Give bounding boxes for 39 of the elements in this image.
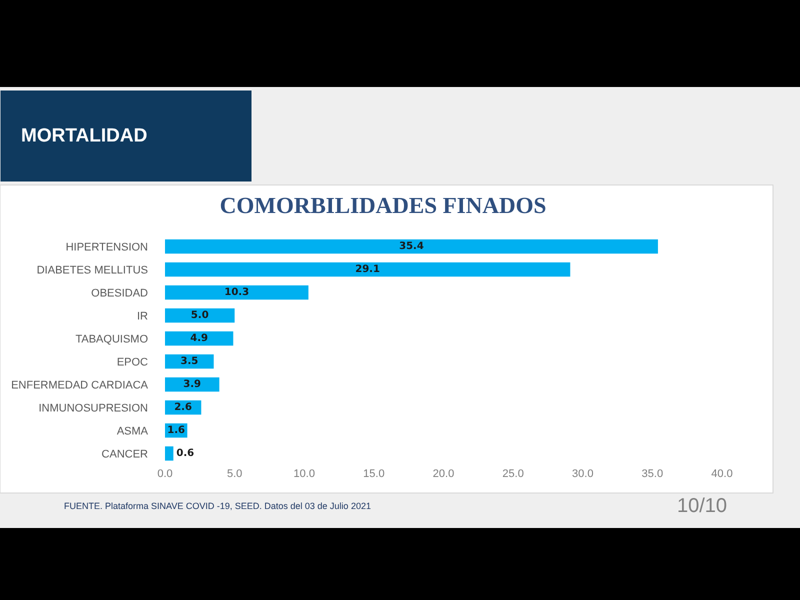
data-label: 3.5 <box>180 356 198 367</box>
x-tick-label: 30.0 <box>572 468 594 480</box>
y-tick-label: ASMA <box>116 425 149 438</box>
bar <box>165 285 308 300</box>
data-label: 4.9 <box>190 333 208 344</box>
bar <box>165 239 658 254</box>
y-tick-label: ENFERMEDAD CARDIACA <box>11 379 149 392</box>
x-tick-label: 40.0 <box>711 468 733 480</box>
data-label: 0.6 <box>176 448 194 459</box>
data-label: 35.4 <box>399 241 424 252</box>
x-tick-label: 0.0 <box>157 468 173 480</box>
y-tick-label: OBESIDAD <box>91 287 148 300</box>
x-tick-label: 5.0 <box>226 468 242 480</box>
text: 10/10 <box>677 495 728 517</box>
y-tick-label: IR <box>137 310 148 322</box>
bar <box>165 331 234 346</box>
source-note: FUENTE. Plataforma SINAVE COVID -19, SEED. Datos del 03 de Julio 2021 <box>64 501 371 511</box>
data-label: 10.3 <box>224 287 250 298</box>
x-tick-label: 25.0 <box>502 468 524 480</box>
data-label: 29.1 <box>355 264 380 275</box>
x-tick-label: 20.0 <box>432 468 454 480</box>
data-label: 1.6 <box>167 425 186 436</box>
data-label: 5.0 <box>190 310 209 321</box>
y-tick-label: EPOC <box>116 356 148 368</box>
y-tick-label: HIPERTENSION <box>66 241 148 254</box>
x-tick-label: 35.0 <box>642 468 664 480</box>
bar <box>165 308 235 323</box>
y-tick-label: DIABETES MELLITUS <box>36 264 148 276</box>
data-label: 2.6 <box>174 402 192 413</box>
y-tick-label: TABAQUISMO <box>75 333 148 346</box>
x-tick-label: 15.0 <box>363 468 385 480</box>
x-tick-label: 10.0 <box>294 468 315 480</box>
data-label: 3.9 <box>183 379 202 390</box>
y-tick-label: CANCER <box>102 448 148 460</box>
text: MORTALIDAD <box>21 126 148 146</box>
bar <box>165 262 570 277</box>
bar <box>165 446 174 461</box>
y-tick-label: INMUNOSUPRESION <box>38 402 148 414</box>
chart-title: COMORBILIDADES FINADOS <box>220 193 546 218</box>
